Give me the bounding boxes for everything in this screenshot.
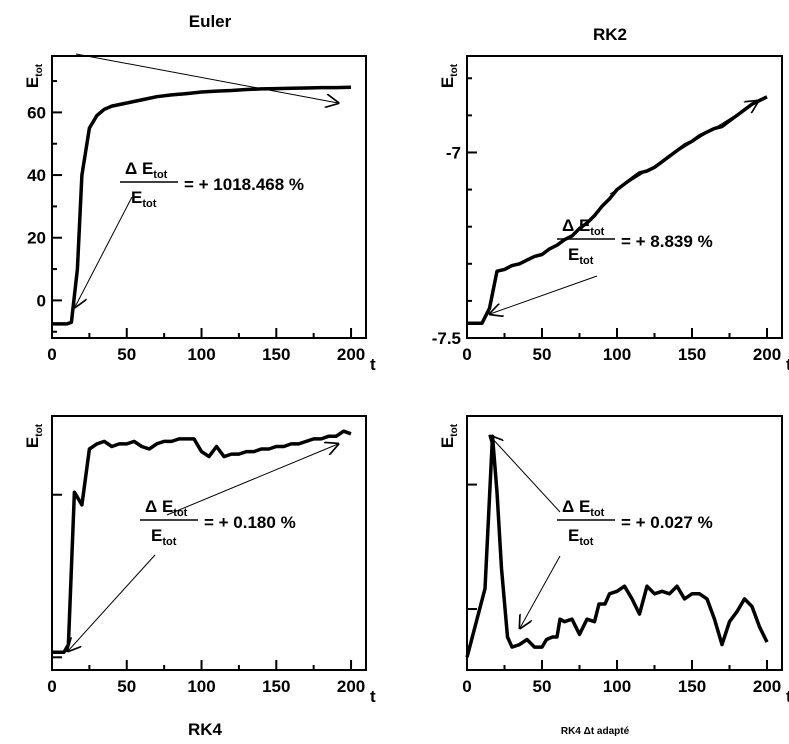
x-tick-label: 200	[753, 345, 781, 364]
plot-frame	[51, 415, 367, 671]
y-tick-label: 40	[27, 166, 46, 185]
annotation-denominator: Etot	[151, 526, 177, 548]
data-line	[465, 434, 769, 658]
annotation-denominator: Etot	[568, 245, 594, 267]
annotation-numerator: Δ Etot	[562, 216, 605, 238]
annotation-value: = + 0.027 %	[621, 513, 713, 532]
y-tick-label: 60	[27, 103, 46, 122]
x-axis-label: t	[370, 355, 376, 374]
annotation-numerator: Δ Etot	[125, 159, 168, 181]
annotation-numerator: Δ Etot	[145, 497, 188, 519]
chart-title: RK4	[188, 720, 223, 739]
chart-title: RK2	[593, 25, 627, 44]
y-tick-label: 20	[27, 229, 46, 248]
x-tick-label: 50	[117, 677, 136, 696]
x-tick-label: 50	[117, 345, 136, 364]
annotation-arrow	[75, 196, 133, 307]
annotation-denominator: Etot	[568, 526, 594, 548]
x-tick-label: 100	[603, 677, 631, 696]
x-tick-label: 100	[187, 345, 215, 364]
y-tick-label: -7	[446, 143, 461, 162]
x-tick-label: 150	[678, 677, 706, 696]
y-axis-label: Etot	[438, 423, 460, 448]
chart-title: RK4 Δt adapté	[561, 726, 630, 737]
x-tick-label: 150	[262, 677, 290, 696]
annotation-arrow	[75, 53, 338, 103]
x-tick-label: 200	[337, 677, 365, 696]
x-axis-label: t	[370, 687, 376, 706]
plot-frame	[466, 55, 783, 339]
x-tick-label: 0	[47, 677, 56, 696]
data-line	[467, 95, 768, 325]
x-axis-label: t	[786, 687, 789, 706]
annotation-arrow	[490, 275, 598, 314]
x-tick-label: 100	[187, 677, 215, 696]
annotation-denominator: Etot	[131, 188, 157, 210]
y-tick-label: 0	[37, 291, 46, 310]
plot-frame	[466, 415, 783, 671]
x-axis-label: t	[786, 355, 789, 374]
data-line	[52, 85, 352, 326]
y-axis-label: Etot	[438, 63, 460, 88]
x-tick-label: 0	[47, 345, 56, 364]
y-axis-label: Etot	[23, 63, 45, 88]
data-line	[52, 429, 352, 654]
x-tick-label: 50	[533, 345, 552, 364]
y-axis-label: Etot	[23, 423, 45, 448]
annotation-arrow	[520, 555, 561, 628]
x-tick-label: 150	[678, 345, 706, 364]
x-tick-label: 50	[533, 677, 552, 696]
x-tick-label: 150	[262, 345, 290, 364]
annotation-numerator: Δ Etot	[562, 497, 605, 519]
annotation-value: = + 1018.468 %	[184, 175, 304, 194]
x-tick-label: 0	[462, 345, 471, 364]
annotation-arrow	[609, 101, 758, 195]
annotation-arrow	[166, 444, 338, 516]
y-tick-label: -7.5	[432, 329, 461, 348]
chart-title: Euler	[189, 12, 232, 31]
x-tick-label: 200	[753, 677, 781, 696]
x-tick-label: 0	[462, 677, 471, 696]
plot-frame	[51, 55, 367, 339]
x-tick-label: 200	[337, 345, 365, 364]
annotation-arrow	[490, 436, 561, 513]
annotation-arrow	[68, 554, 156, 651]
annotation-value: = + 8.839 %	[621, 232, 713, 251]
annotation-value: = + 0.180 %	[204, 513, 296, 532]
x-tick-label: 100	[603, 345, 631, 364]
